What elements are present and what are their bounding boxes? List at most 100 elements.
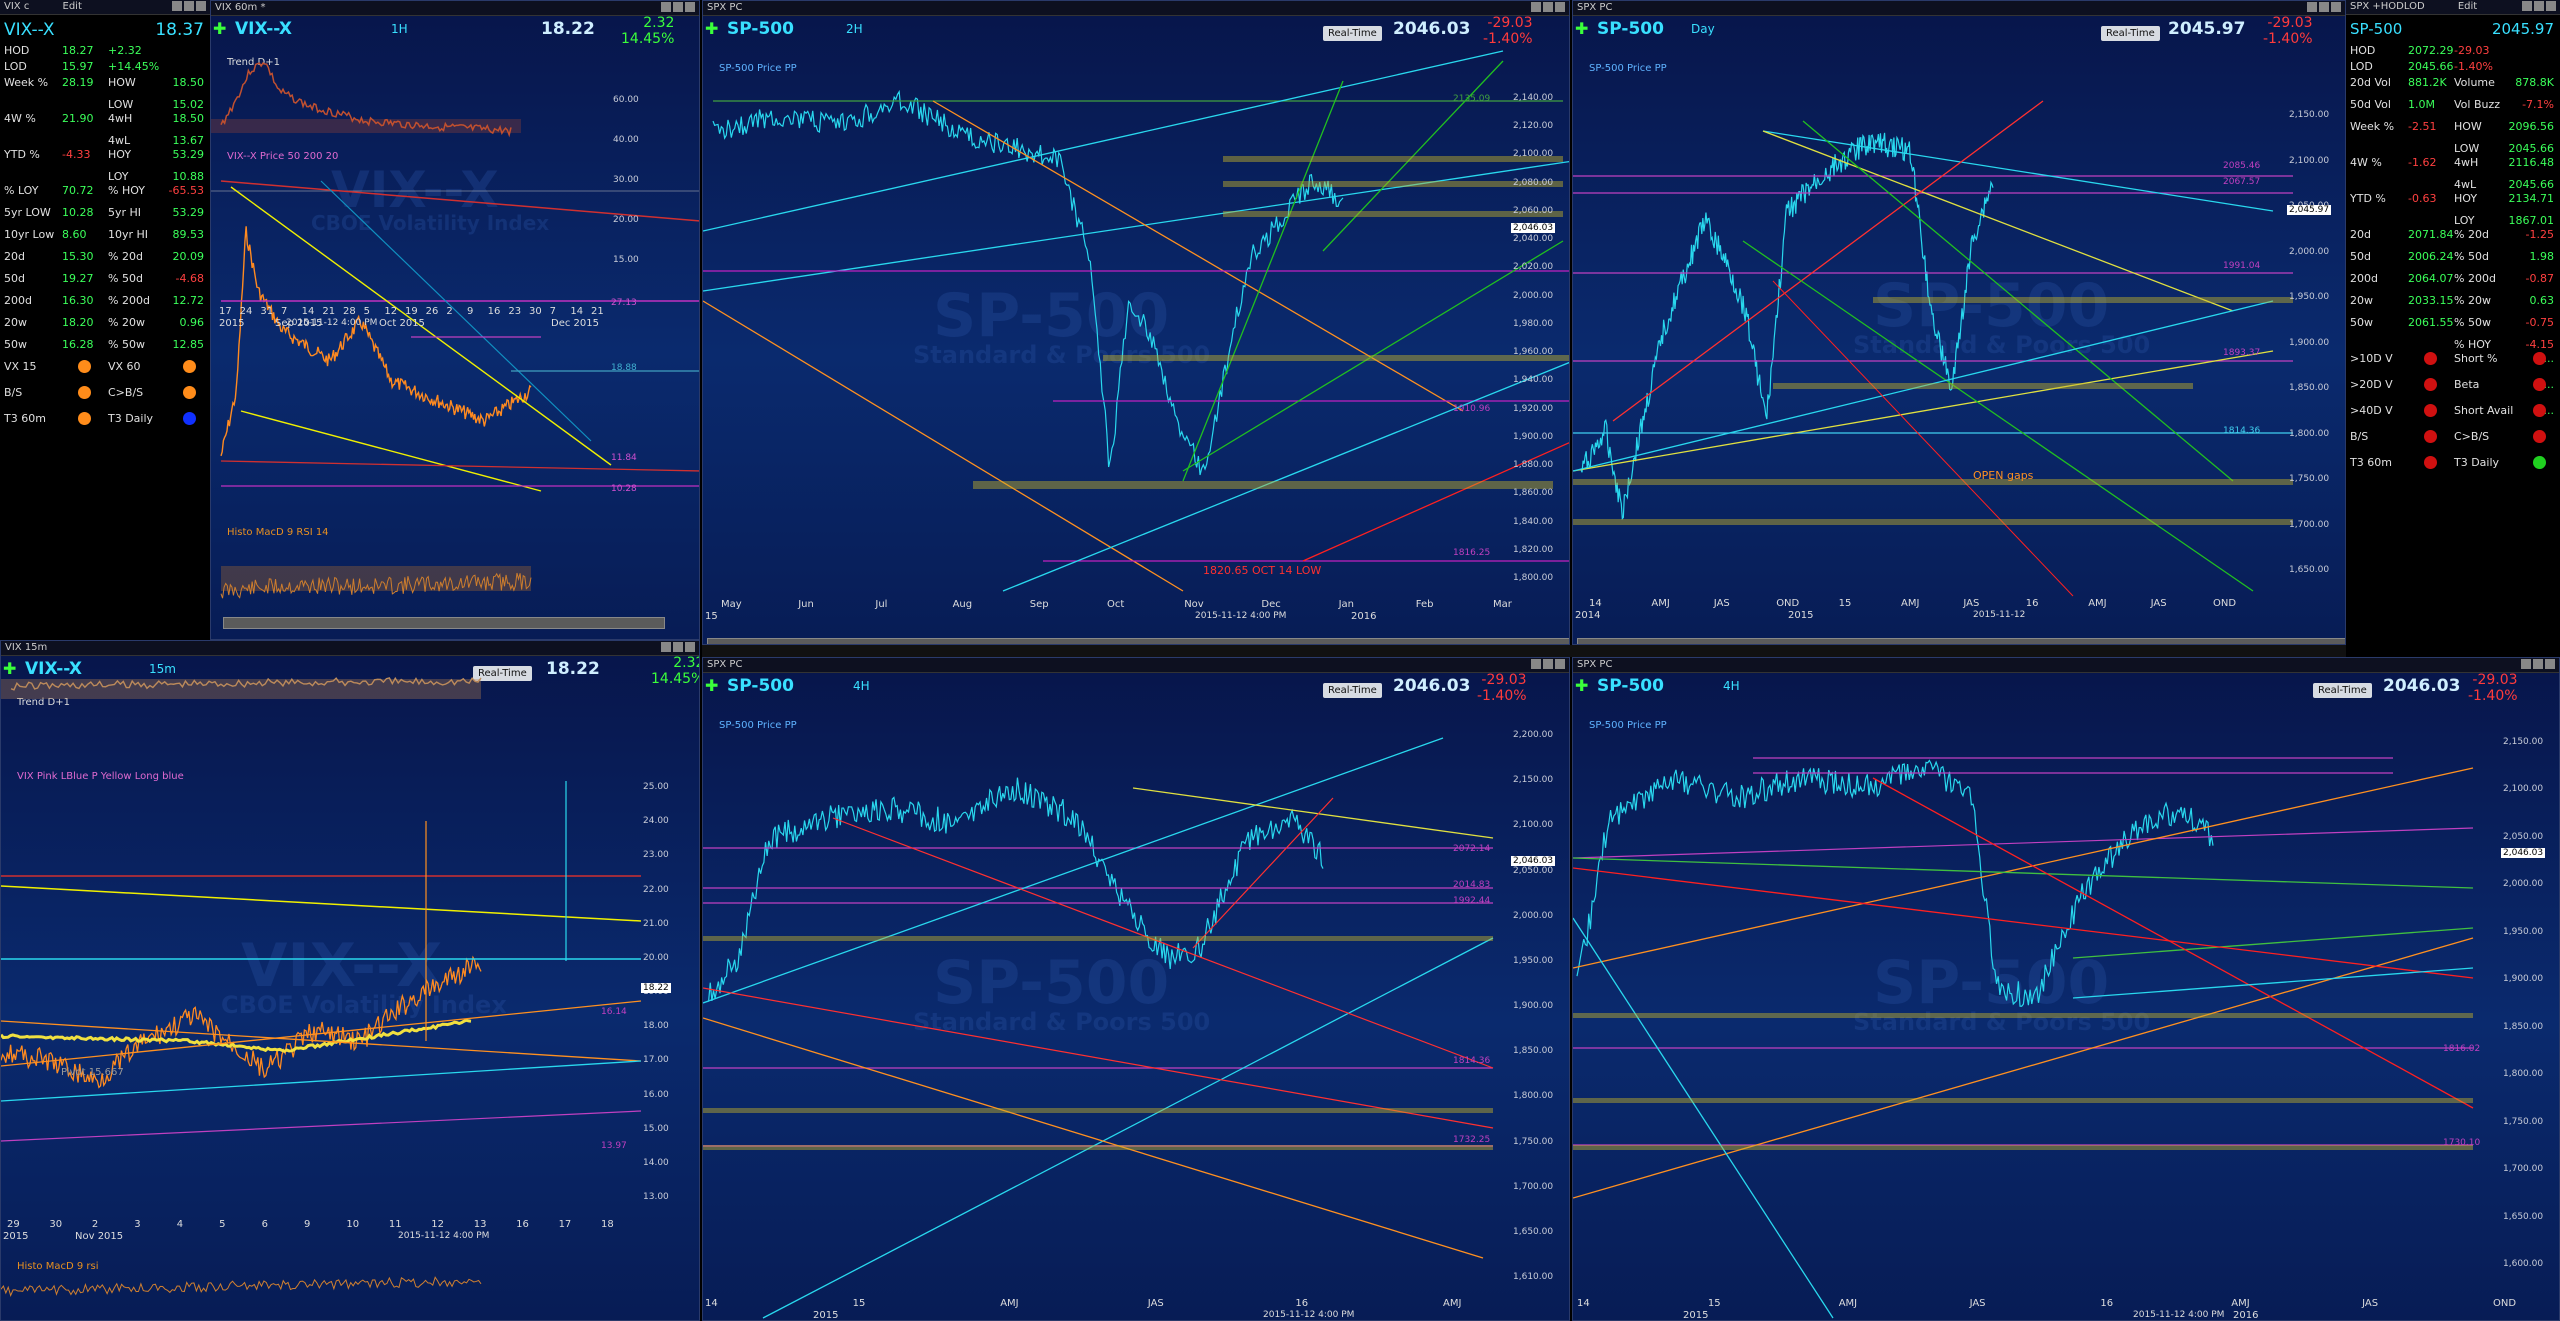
window-button-icon[interactable] [661, 2, 671, 12]
gap-zone[interactable] [1573, 479, 2293, 485]
window-button-icon[interactable] [2533, 659, 2543, 669]
chart-plot-area[interactable] [1, 641, 699, 1320]
chart-titlebar[interactable]: SPX PC [703, 1, 1569, 16]
green-trendline[interactable] [1802, 120, 2234, 482]
plus-icon[interactable]: ✚ [213, 19, 227, 38]
gap-zone[interactable] [1223, 156, 1563, 162]
window-button-icon[interactable] [2545, 659, 2555, 669]
orange-trendline[interactable] [703, 1017, 1484, 1259]
price-study-label[interactable]: SP-500 Price PP [1589, 720, 1667, 731]
gap-zone[interactable] [973, 481, 1553, 489]
chart-symbol[interactable]: SP-500 [1597, 19, 1664, 39]
realtime-button[interactable]: Real-Time [2313, 683, 2372, 698]
window-button-icon[interactable] [2307, 2, 2317, 12]
chart-plot-area[interactable] [1573, 658, 2559, 1320]
chart-timeframe[interactable]: 1H [391, 22, 408, 36]
realtime-button[interactable]: Real-Time [2101, 26, 2160, 41]
gap-zone[interactable] [1573, 1013, 2473, 1018]
gap-zone[interactable] [1873, 297, 2293, 303]
chart-plot-area[interactable] [703, 658, 1569, 1320]
window-button-icon[interactable] [661, 642, 671, 652]
red-trendline[interactable] [832, 817, 1494, 1069]
orange-trendline[interactable] [932, 100, 1464, 412]
price-study-label[interactable]: SP-500 Price PP [1589, 63, 1667, 74]
chart-timeframe[interactable]: 15m [149, 662, 176, 676]
green-trendline[interactable] [1182, 80, 1344, 482]
green-trendline[interactable] [2072, 927, 2474, 959]
gap-zone[interactable] [1103, 355, 1569, 361]
yellow-trendline[interactable] [240, 410, 542, 492]
chart-timeframe[interactable]: 4H [1723, 679, 1740, 693]
level-line[interactable] [1573, 827, 2474, 859]
support-line[interactable] [762, 937, 1494, 1319]
chart-plot-area[interactable] [703, 1, 1569, 644]
chart-scrollbar[interactable] [223, 617, 665, 629]
plus-icon[interactable]: ✚ [3, 659, 17, 678]
gap-zone[interactable] [1773, 383, 2193, 389]
chart-spx-2h[interactable]: SPX PC ✚ SP-500 2H Real-Time 2046.03 -29.03 -1.… [702, 0, 1570, 645]
plus-icon[interactable]: ✚ [1575, 676, 1589, 695]
chart-timeframe[interactable]: Day [1691, 22, 1715, 36]
edit-button[interactable]: Edit [62, 1, 82, 12]
gap-zone[interactable] [1223, 181, 1563, 187]
red-trendline[interactable] [1302, 441, 1569, 562]
channel-line[interactable] [703, 737, 1444, 1004]
window-button-icon[interactable] [1531, 2, 1541, 12]
chart-symbol[interactable]: SP-500 [727, 19, 794, 39]
gap-zone[interactable] [703, 1145, 1493, 1150]
channel-line[interactable] [703, 50, 1504, 232]
edit-button[interactable]: Edit [2457, 1, 2478, 12]
chart-titlebar[interactable]: SPX PC [703, 658, 1569, 673]
chart-plot-area[interactable] [1573, 1, 2345, 644]
macd-histogram[interactable] [221, 566, 531, 591]
price-study-label[interactable]: SP-500 Price PP [719, 63, 797, 74]
plus-icon[interactable]: ✚ [1575, 19, 1589, 38]
orange-trendline[interactable] [1, 1020, 642, 1062]
trend-fill[interactable] [1, 679, 481, 699]
red-trendline[interactable] [1872, 777, 2474, 1109]
orange-trendline[interactable] [1, 1000, 642, 1067]
red-trendline[interactable] [1192, 797, 1334, 949]
gap-zone[interactable] [1573, 1098, 2473, 1103]
window-button-icon[interactable] [1543, 659, 1553, 669]
red-trendline[interactable] [1573, 867, 2474, 979]
window-button-icon[interactable] [1531, 659, 1541, 669]
realtime-button[interactable]: Real-Time [473, 666, 532, 681]
window-button-icon[interactable] [2331, 2, 2341, 12]
yellow-trendline[interactable] [1132, 787, 1494, 839]
window-button-icon[interactable] [685, 642, 695, 652]
level-line[interactable] [1, 1110, 642, 1142]
chart-vix-15m[interactable]: VIX 15m ✚ VIX--X 15m Real-Time 18.22 2.3214.45… [0, 640, 700, 1321]
green-trendline[interactable] [1573, 857, 2474, 889]
chart-timeframe[interactable]: 2H [846, 22, 863, 36]
support-line[interactable] [2072, 967, 2474, 999]
window-button-icon[interactable] [673, 642, 683, 652]
indicator-legend[interactable]: VIX--X Price 50 200 20 [227, 151, 339, 162]
realtime-button[interactable]: Real-Time [1323, 683, 1382, 698]
orange-trendline[interactable] [1573, 937, 2474, 1199]
chart-titlebar[interactable]: VIX 60m * [211, 1, 699, 16]
chart-scrollbar[interactable] [1577, 638, 2345, 644]
chart-symbol[interactable]: SP-500 [727, 676, 794, 696]
oscillator-legend[interactable]: Histo MacD 9 rsi [17, 1261, 99, 1272]
window-button-icon[interactable] [1555, 2, 1565, 12]
green-trendline[interactable] [1742, 240, 2254, 592]
indicator-legend[interactable]: VIX Pink LBlue P Yellow Long blue [17, 771, 184, 782]
chart-titlebar[interactable]: SPX PC [1573, 658, 2559, 673]
chart-spx-4h-a[interactable]: SPX PC ✚ SP-500 4H Real-Time 2046.03 -29.03 -1.… [702, 657, 1570, 1321]
chart-symbol[interactable]: VIX--X [25, 659, 83, 679]
trend-study-label[interactable]: Trend D+1 [17, 697, 70, 708]
chart-symbol[interactable]: SP-500 [1597, 676, 1664, 696]
window-button-icon[interactable] [673, 2, 683, 12]
trend-study-label[interactable]: Trend D+1 [227, 57, 280, 68]
chart-symbol[interactable]: VIX--X [235, 19, 293, 39]
oscillator-legend[interactable]: Histo MacD 9 RSI 14 [227, 527, 329, 538]
red-trendline[interactable] [703, 987, 1494, 1129]
gap-zone[interactable] [703, 1108, 1493, 1113]
trend-fill[interactable] [211, 119, 521, 133]
gap-zone[interactable] [1573, 1145, 2473, 1150]
spx-watchlist-titlebar[interactable]: SPX +HODLOD Edit [2346, 0, 2560, 15]
gap-zone[interactable] [1573, 519, 2293, 525]
yellow-trendline[interactable] [230, 186, 612, 466]
chart-vix-60m[interactable]: VIX 60m * ✚ VIX--X 1H 18.22 2.32 14.45% Trend D… [210, 0, 700, 640]
